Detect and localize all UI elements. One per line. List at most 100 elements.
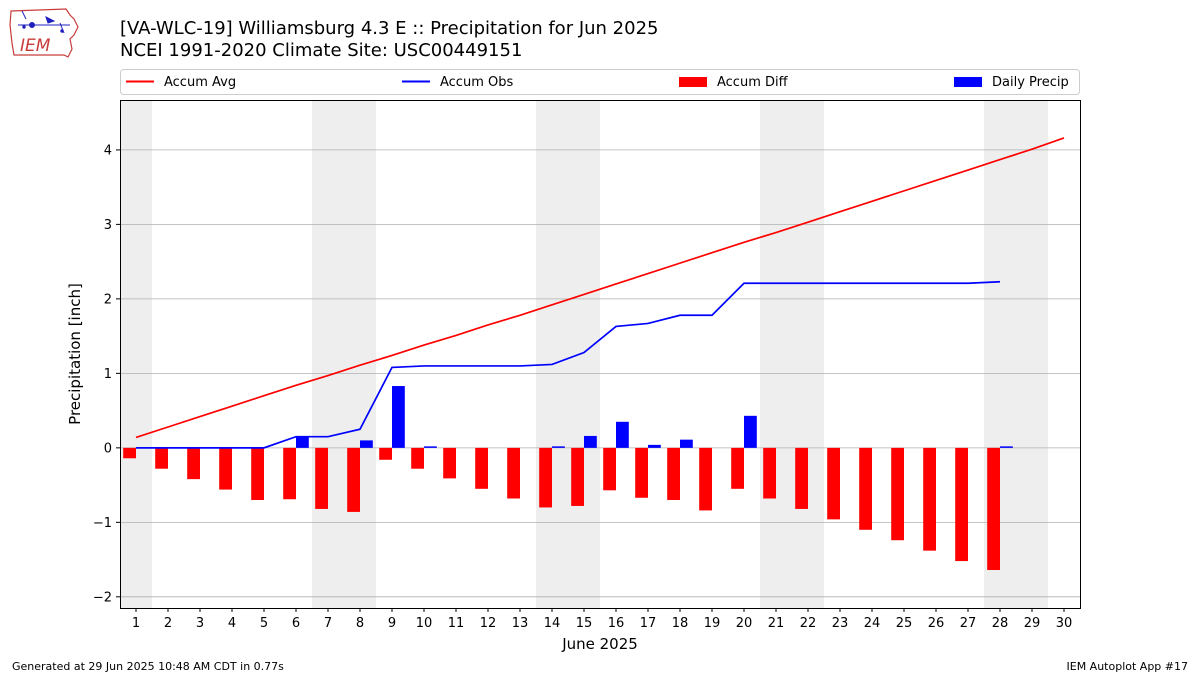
accum-diff-bar-20 xyxy=(731,447,744,489)
chart-subtitle: NCEI 1991-2020 Climate Site: USC00449151 xyxy=(120,40,523,61)
accum-diff-bar-8 xyxy=(347,447,360,512)
accum-diff-bar-1 xyxy=(123,447,136,459)
accum-diff-bar-17 xyxy=(635,447,648,498)
daily-precip-bar-16 xyxy=(616,421,629,448)
weekend-band-2 xyxy=(312,100,376,608)
y-tick-label-3: 3 xyxy=(104,218,112,233)
y-axis-label: Precipitation [inch] xyxy=(66,283,84,425)
legend-label-accum-avg: Accum Avg xyxy=(164,75,236,90)
x-tick-label-22: 22 xyxy=(800,616,817,631)
daily-precip-bar-17 xyxy=(648,444,661,448)
accum-avg-line xyxy=(135,137,1065,439)
accum-diff-bar-16 xyxy=(603,447,616,491)
accum-diff-bar-28 xyxy=(987,447,1000,571)
x-tick-label-29: 29 xyxy=(1024,616,1041,631)
gridlines-group xyxy=(120,149,1080,598)
accum-diff-bar-19 xyxy=(699,447,712,511)
accum-diff-bar-4 xyxy=(219,447,232,490)
legend-swatch-accum-diff xyxy=(679,77,707,87)
accum-diff-bar-26 xyxy=(923,447,936,551)
weekend-band-1 xyxy=(120,100,152,608)
x-axis-label: June 2025 xyxy=(561,635,638,653)
y-tick-label-1: 1 xyxy=(104,367,112,382)
plot-frame xyxy=(120,100,1081,609)
x-tick-label-19: 19 xyxy=(704,616,721,631)
accum-diff-bar-27 xyxy=(955,447,968,562)
accum-diff-bar-18 xyxy=(667,447,680,500)
accum-diff-bar-15 xyxy=(571,447,584,506)
x-tick-label-1: 1 xyxy=(132,616,140,631)
accum-diff-bar-11 xyxy=(443,447,456,479)
daily-precip-bar-8 xyxy=(360,440,373,448)
weekend-band-3 xyxy=(536,100,600,608)
weekend-band-4 xyxy=(760,100,824,608)
accum-diff-bar-5 xyxy=(251,447,264,500)
x-tick-label-14: 14 xyxy=(544,616,561,631)
accum-diff-bar-22 xyxy=(795,447,808,509)
x-tick-label-15: 15 xyxy=(576,616,593,631)
accum-obs-line xyxy=(136,280,1001,449)
accum-diff-bar-9 xyxy=(379,447,392,460)
accum-diff-bar-13 xyxy=(507,447,520,499)
y-tick-label-0: 0 xyxy=(104,441,112,456)
x-tick-label-20: 20 xyxy=(736,616,753,631)
x-tick-label-24: 24 xyxy=(864,616,881,631)
x-tick-label-21: 21 xyxy=(768,616,785,631)
iem-logo: IEM xyxy=(9,8,79,58)
x-tick-label-2: 2 xyxy=(164,616,172,631)
logo-text: IEM xyxy=(20,36,51,56)
y-tick-label-2: 2 xyxy=(104,292,112,307)
accum-diff-bar-21 xyxy=(763,447,776,499)
accum-diff-bar-3 xyxy=(187,447,200,480)
accum-diff-bar-25 xyxy=(891,447,904,541)
y-tick-label-4: 4 xyxy=(104,143,112,158)
weekend-band-5 xyxy=(984,100,1048,608)
x-tick-label-23: 23 xyxy=(832,616,849,631)
x-tick-label-5: 5 xyxy=(260,616,268,631)
accum-diff-bar-10 xyxy=(411,447,424,469)
generated-note: Generated at 29 Jun 2025 10:48 AM CDT in… xyxy=(12,660,284,673)
x-tick-label-8: 8 xyxy=(356,616,364,631)
chart-title: [VA-WLC-19] Williamsburg 4.3 E :: Precip… xyxy=(120,18,659,39)
x-tick-label-10: 10 xyxy=(416,616,433,631)
daily-precip-bar-14 xyxy=(552,446,565,448)
x-tick-label-7: 7 xyxy=(324,616,332,631)
daily-precip-bar-15 xyxy=(584,435,597,448)
x-tick-label-26: 26 xyxy=(928,616,945,631)
weekend-shading-group xyxy=(120,100,1048,608)
legend-label-daily-precip: Daily Precip xyxy=(992,75,1069,90)
weather-station-icon xyxy=(18,10,70,34)
iowa-state-outline xyxy=(9,8,79,58)
x-tick-label-28: 28 xyxy=(992,616,1009,631)
accum-diff-bar-12 xyxy=(475,447,488,489)
x-tick-label-6: 6 xyxy=(292,616,300,631)
x-tick-label-4: 4 xyxy=(228,616,236,631)
x-tick-label-30: 30 xyxy=(1056,616,1073,631)
accum-diff-bar-23 xyxy=(827,447,840,520)
daily-precip-bar-18 xyxy=(680,439,693,448)
x-axis: 1 2 3 4 5 6 7 8 9 10 11 12 13 14 15 16 17 18 19 20 21 22 23 24 2… xyxy=(132,608,1072,631)
y-axis: −2 −1 0 1 2 3 4 xyxy=(93,143,120,605)
legend: Accum Avg Accum Obs Accum Diff Daily Precip xyxy=(120,69,1080,95)
daily-precip-bar-20 xyxy=(744,415,757,448)
accum-diff-bar-6 xyxy=(283,447,296,500)
bars-group xyxy=(123,386,1013,571)
x-tick-label-9: 9 xyxy=(388,616,396,631)
x-tick-label-25: 25 xyxy=(896,616,913,631)
legend-label-accum-obs: Accum Obs xyxy=(440,75,513,90)
daily-precip-bar-10 xyxy=(424,446,437,448)
legend-label-accum-diff: Accum Diff xyxy=(717,75,789,90)
app-note: IEM Autoplot App #17 xyxy=(1066,660,1189,673)
x-tick-label-3: 3 xyxy=(196,616,204,631)
accum-diff-bar-24 xyxy=(859,447,872,530)
daily-precip-bar-9 xyxy=(392,386,405,448)
legend-swatch-daily-precip xyxy=(954,77,982,87)
x-tick-label-16: 16 xyxy=(608,616,625,631)
daily-precip-bar-6 xyxy=(296,436,309,448)
lines-group xyxy=(135,137,1065,449)
legend-frame xyxy=(120,69,1080,95)
accum-diff-bar-2 xyxy=(155,447,168,469)
x-tick-label-17: 17 xyxy=(640,616,657,631)
y-tick-label--2: −2 xyxy=(93,590,112,605)
